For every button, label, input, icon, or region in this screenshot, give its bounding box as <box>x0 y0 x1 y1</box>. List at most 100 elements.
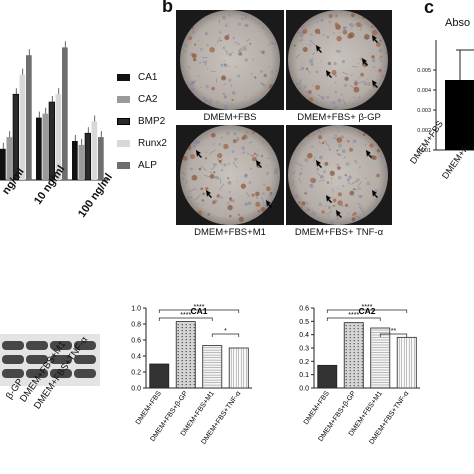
panel-a-bar-ca1 <box>36 117 42 180</box>
panel-b-micrographs <box>176 10 392 225</box>
western-blot <box>0 334 100 386</box>
panel-a-bars <box>0 41 104 181</box>
legend-label: BMP2 <box>138 115 166 127</box>
y-tick-label: 0.0 <box>131 386 141 393</box>
panel-a-bar-bmp2 <box>84 132 91 181</box>
legend-label: CA1 <box>138 71 158 83</box>
arrow-markers <box>196 35 378 218</box>
legend-swatch <box>117 73 130 81</box>
panel-c-tick-label: 0.004 <box>417 88 431 94</box>
blot-band <box>50 355 72 364</box>
panel-a-bar-runx2 <box>55 94 62 180</box>
y-tick-label: 0.6 <box>299 306 309 313</box>
blot-band <box>50 369 72 378</box>
x-tick-label: DMEM+FBS <box>135 390 163 426</box>
arrow-marker <box>256 160 262 168</box>
ca1-chart: CA10.00.20.40.60.81.0DMEM+FBSDMEM+FBS+β-… <box>131 304 252 446</box>
significance-marker: **** <box>194 304 205 311</box>
blot-band <box>2 355 24 364</box>
panel-a-chart <box>0 41 108 181</box>
y-tick-label: 1.0 <box>131 306 141 313</box>
arrow-marker <box>196 150 202 158</box>
y-tick-label: 0.2 <box>131 370 141 377</box>
legend-item-runx2: Runx2 <box>117 132 167 154</box>
caption-dmem-fbs-bgp: DMEM+FBS+ β-GP <box>297 112 381 123</box>
y-tick-label: 0.3 <box>299 346 309 353</box>
arrow-marker <box>362 58 368 66</box>
arrow-marker <box>336 210 342 218</box>
x-tick-label: DMEM+FBS <box>303 390 331 426</box>
panel-a-bar-ca1 <box>72 141 78 180</box>
y-tick-label: 0.6 <box>131 338 141 345</box>
significance-marker: **** <box>180 312 191 319</box>
significance-marker: ** <box>391 328 397 335</box>
panel-c-tick-label: 0.005 <box>417 68 431 74</box>
legend-swatch <box>117 117 130 125</box>
chart-title: CA2 <box>358 306 375 316</box>
blot-band <box>50 341 72 350</box>
panel-a-bar-runx2 <box>91 121 98 180</box>
panel-c-tick-label: 0.003 <box>417 108 431 114</box>
panel-c-title: Abso <box>445 17 471 29</box>
legend-swatch <box>117 161 130 169</box>
blot-band <box>26 369 48 378</box>
panel-a-bar-ca2 <box>78 144 85 180</box>
arrow-marker <box>316 45 322 53</box>
panel-a-bar-alp <box>62 47 68 181</box>
legend-item-alp: ALP <box>117 154 167 176</box>
panel-a-bar-bmp2 <box>48 101 55 181</box>
y-tick-label: 0.4 <box>299 332 309 339</box>
blot-band <box>2 369 24 378</box>
legend-item-ca1: CA1 <box>117 66 167 88</box>
y-tick-label: 0.8 <box>131 322 141 329</box>
panel-a-bar-alp <box>26 55 32 181</box>
panel-a-bar-alp <box>98 137 104 180</box>
arrow-marker <box>326 70 332 78</box>
legend-swatch <box>117 139 130 147</box>
micrograph-dmem-fbs <box>180 10 280 110</box>
blot-band <box>74 369 96 378</box>
legend-label: Runx2 <box>138 137 167 149</box>
panel-c-tick-label: 0.002 <box>417 128 431 134</box>
legend-label: ALP <box>138 159 157 171</box>
chart-title: CA1 <box>190 306 207 316</box>
arrow-marker <box>206 190 212 198</box>
panel-c-chart: 0.005 0.004 0.003 0.002 0.001 <box>417 40 474 154</box>
arrow-marker <box>316 160 322 168</box>
bar-0 <box>317 364 338 389</box>
blot-band <box>26 355 48 364</box>
y-tick-label: 0.5 <box>299 319 309 326</box>
arrow-marker <box>372 190 378 198</box>
legend-label: CA2 <box>138 93 158 105</box>
blot-band <box>2 341 24 350</box>
caption-dmem-fbs-tnfa: DMEM+FBS+ TNF-α <box>294 227 384 238</box>
panel-c-tick-label: 0.001 <box>417 148 431 154</box>
bar-2 <box>370 327 391 389</box>
caption-dmem-fbs-m1: DMEM+FBS+M1 <box>194 227 266 238</box>
panel-label-b: b <box>162 0 173 16</box>
y-tick-label: 0.1 <box>299 372 309 379</box>
legend-item-ca2: CA2 <box>117 88 167 110</box>
panel-label-c: c <box>424 0 435 17</box>
bar-2 <box>202 345 223 389</box>
arrow-marker <box>266 200 272 208</box>
panel-a-bar-ca2 <box>42 113 49 180</box>
panel-a-bar-runx2 <box>19 74 26 180</box>
significance-marker: **** <box>348 312 359 319</box>
panel-a-bar-ca1 <box>0 148 6 180</box>
legend-swatch <box>117 95 130 103</box>
blot-band <box>74 355 96 364</box>
panel-a-bar-bmp2 <box>12 93 19 181</box>
y-tick-label: 0.2 <box>299 359 309 366</box>
panel-a-legend: CA1 CA2 BMP2 Runx2 ALP <box>117 66 167 176</box>
arrow-marker <box>372 80 378 88</box>
significance-marker: * <box>224 328 227 335</box>
micrograph-dmem-fbs-m1 <box>180 125 280 225</box>
y-tick-label: 0.4 <box>131 354 141 361</box>
blot-band <box>74 341 96 350</box>
arrow-marker <box>372 35 378 43</box>
caption-dmem-fbs: DMEM+FBS <box>203 112 257 123</box>
panel-a-bar-ca2 <box>6 137 13 180</box>
blot-band <box>26 341 48 350</box>
y-tick-label: 0.0 <box>299 386 309 393</box>
